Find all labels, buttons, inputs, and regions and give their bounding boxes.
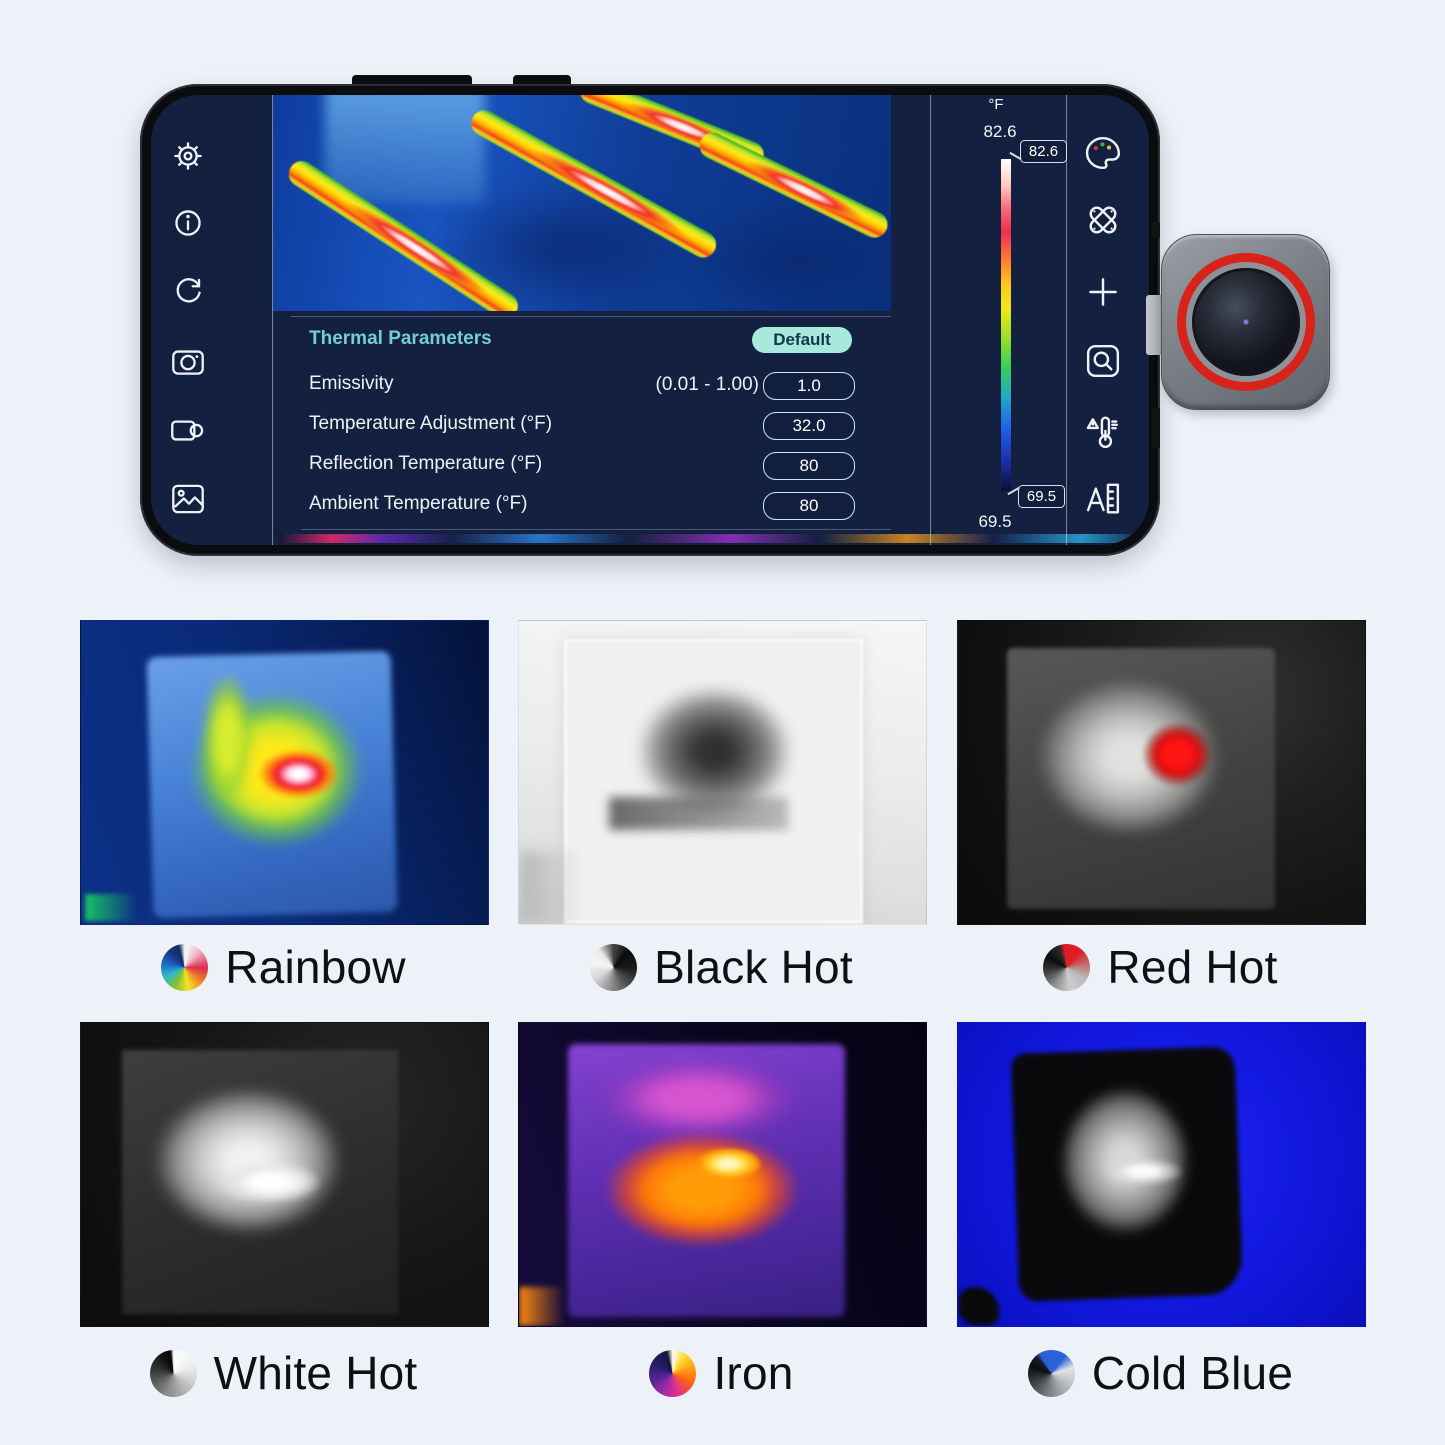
thermal-sample-image-red-hot bbox=[957, 620, 1366, 925]
palette-name: Red Hot bbox=[1107, 941, 1278, 993]
thermal-sample-image-white-hot bbox=[80, 1022, 489, 1327]
temperature-colorbar[interactable] bbox=[1001, 159, 1011, 491]
palette-caption-black-hot: Black Hot bbox=[518, 936, 925, 998]
measure-tools-icon[interactable] bbox=[1081, 198, 1125, 242]
emissivity-value-field[interactable]: 1.0 bbox=[763, 372, 855, 400]
thermal-sample-image-cold-blue bbox=[957, 1022, 1366, 1327]
add-icon[interactable] bbox=[1081, 270, 1125, 314]
param-label-reflection-temperature: Reflection Temperature (°F) bbox=[309, 453, 543, 474]
scale-min-tag[interactable]: 69.5 bbox=[1018, 485, 1065, 508]
video-record-icon[interactable] bbox=[167, 409, 209, 451]
scale-max-value: 82.6 bbox=[983, 122, 1017, 141]
black-hot-palette-icon bbox=[590, 943, 638, 991]
settings-gear-icon[interactable] bbox=[167, 135, 209, 177]
zoom-icon[interactable] bbox=[1081, 339, 1125, 383]
info-icon[interactable] bbox=[167, 202, 209, 244]
white-hot-palette-icon bbox=[149, 1349, 197, 1397]
camera-lens bbox=[1191, 268, 1300, 376]
ambient-temperature-value-field[interactable]: 80 bbox=[763, 492, 855, 520]
panel-top-divider bbox=[291, 316, 891, 317]
scale-min-value: 69.5 bbox=[978, 512, 1012, 531]
rainbow-palette-icon bbox=[161, 943, 209, 991]
thermal-live-view bbox=[273, 95, 891, 311]
scale-max-tag[interactable]: 82.6 bbox=[1020, 140, 1067, 163]
camera-mount-stub bbox=[1152, 222, 1160, 238]
panel-title: Thermal Parameters bbox=[309, 328, 492, 349]
scale-unit: °F bbox=[988, 96, 1004, 113]
palette-caption-red-hot: Red Hot bbox=[957, 936, 1364, 998]
scale-left-divider bbox=[930, 95, 931, 545]
gallery-icon[interactable] bbox=[167, 478, 209, 520]
scale-right-divider bbox=[1066, 95, 1067, 545]
palette-icon[interactable] bbox=[1081, 131, 1125, 175]
thermal-camera-module bbox=[1161, 234, 1330, 410]
default-button[interactable]: Default bbox=[752, 327, 852, 353]
left-toolbar-divider bbox=[272, 95, 273, 545]
temperature-alarm-icon[interactable] bbox=[1081, 410, 1125, 454]
panel-bottom-divider bbox=[301, 529, 891, 530]
temperature-adjustment-value-field[interactable]: 32.0 bbox=[763, 412, 855, 440]
palette-name: White Hot bbox=[213, 1347, 418, 1399]
palette-caption-iron: Iron bbox=[518, 1342, 925, 1404]
thumbnail-strip bbox=[279, 534, 1149, 543]
param-label-ambient-temperature: Ambient Temperature (°F) bbox=[309, 493, 528, 514]
palette-name: Black Hot bbox=[654, 941, 853, 993]
thermal-sample-image-iron bbox=[518, 1022, 927, 1327]
palette-caption-rainbow: Rainbow bbox=[80, 936, 487, 998]
palette-caption-cold-blue: Cold Blue bbox=[957, 1342, 1364, 1404]
camera-red-ring bbox=[1176, 253, 1315, 391]
photo-capture-icon[interactable] bbox=[167, 340, 209, 382]
emissivity-range-hint: (0.01 - 1.00) bbox=[655, 374, 760, 395]
phone-device: Thermal Parameters Default Emissivity (0… bbox=[140, 84, 1160, 556]
thermal-sample-image-rainbow bbox=[80, 620, 489, 925]
palette-name: Iron bbox=[713, 1347, 794, 1399]
annotation-scale-icon[interactable] bbox=[1081, 476, 1125, 520]
param-label-temperature-adjustment: Temperature Adjustment (°F) bbox=[309, 413, 553, 434]
refresh-icon[interactable] bbox=[167, 270, 209, 312]
palette-caption-white-hot: White Hot bbox=[80, 1342, 487, 1404]
iron-palette-icon bbox=[649, 1349, 697, 1397]
thermal-sample-image-black-hot bbox=[518, 620, 927, 925]
palette-name: Rainbow bbox=[225, 941, 406, 993]
thermal-app-screen: Thermal Parameters Default Emissivity (0… bbox=[151, 95, 1149, 545]
red-hot-palette-icon bbox=[1043, 943, 1091, 991]
reflection-temperature-value-field[interactable]: 80 bbox=[763, 452, 855, 480]
param-label-emissivity: Emissivity bbox=[309, 373, 394, 394]
palette-name: Cold Blue bbox=[1091, 1347, 1294, 1399]
camera-mount-stub bbox=[1152, 408, 1160, 448]
cold-blue-palette-icon bbox=[1027, 1349, 1075, 1397]
